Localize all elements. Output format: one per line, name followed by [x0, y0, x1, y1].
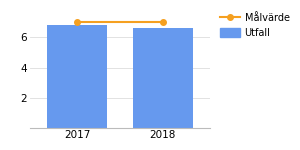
- Bar: [133, 28, 193, 128]
- Legend: Målvärde, Utfall: Målvärde, Utfall: [220, 13, 290, 38]
- Bar: [47, 26, 107, 127]
